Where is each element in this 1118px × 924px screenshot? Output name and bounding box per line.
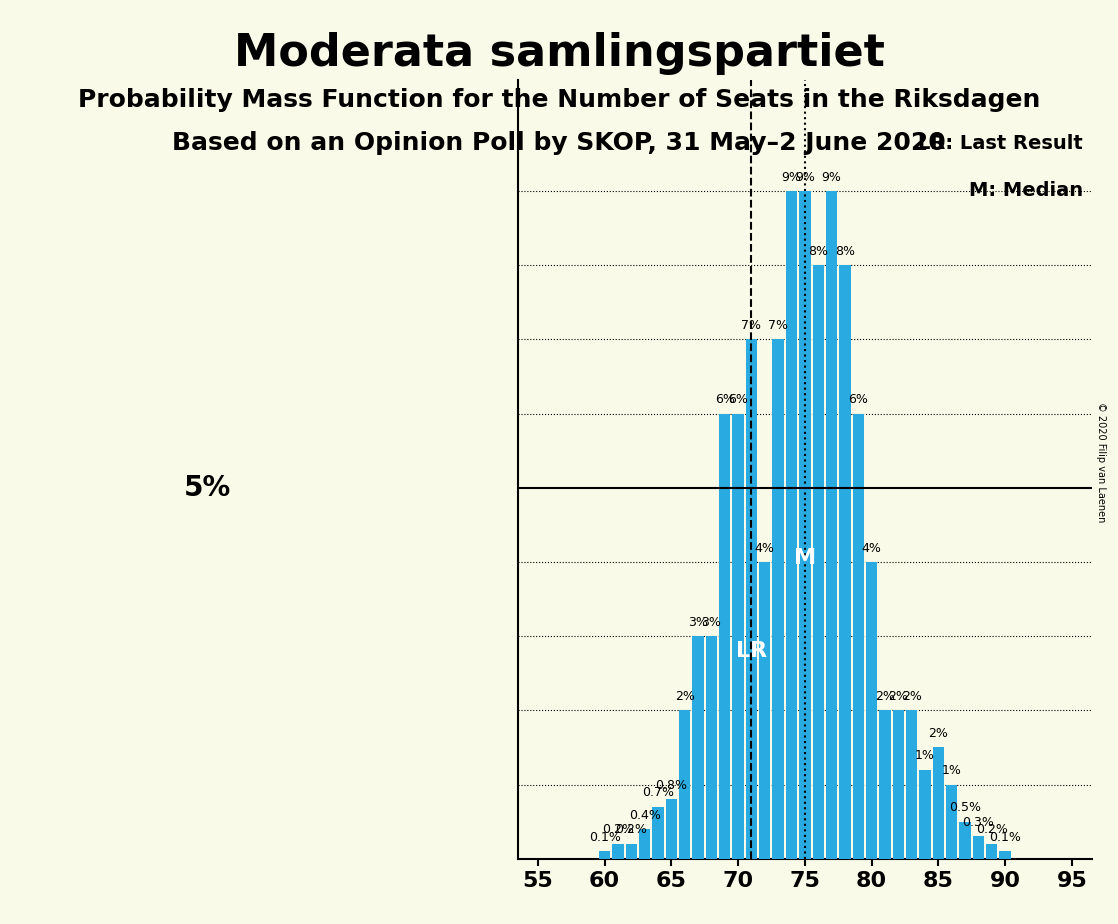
- Text: 6%: 6%: [849, 393, 869, 407]
- Text: M: Median: M: Median: [969, 181, 1083, 200]
- Bar: [853, 414, 864, 858]
- Bar: [973, 836, 984, 858]
- Text: 9%: 9%: [822, 171, 842, 184]
- Text: 6%: 6%: [714, 393, 735, 407]
- Bar: [679, 711, 690, 858]
- Text: 0.1%: 0.1%: [989, 831, 1021, 844]
- Bar: [613, 844, 624, 858]
- Bar: [892, 711, 904, 858]
- Text: 0.2%: 0.2%: [615, 823, 647, 836]
- Text: Based on an Opinion Poll by SKOP, 31 May–2 June 2020: Based on an Opinion Poll by SKOP, 31 May…: [172, 131, 946, 155]
- Bar: [692, 636, 703, 858]
- Text: 4%: 4%: [755, 541, 775, 554]
- Text: 0.5%: 0.5%: [949, 801, 980, 814]
- Bar: [705, 636, 717, 858]
- Text: 6%: 6%: [728, 393, 748, 407]
- Text: 2%: 2%: [875, 690, 894, 703]
- Bar: [826, 191, 837, 858]
- Bar: [866, 562, 878, 858]
- Bar: [986, 844, 997, 858]
- Text: 5%: 5%: [183, 474, 230, 502]
- Bar: [759, 562, 770, 858]
- Bar: [786, 191, 797, 858]
- Bar: [599, 851, 610, 858]
- Text: 2%: 2%: [675, 690, 694, 703]
- Bar: [919, 770, 930, 858]
- Text: 0.4%: 0.4%: [628, 808, 661, 821]
- Text: 8%: 8%: [808, 245, 828, 258]
- Text: 3%: 3%: [688, 615, 708, 628]
- Text: Moderata samlingspartiet: Moderata samlingspartiet: [234, 32, 884, 76]
- Bar: [840, 265, 851, 858]
- Bar: [773, 339, 784, 858]
- Text: 0.2%: 0.2%: [976, 823, 1007, 836]
- Bar: [959, 821, 970, 858]
- Text: LR: Last Result: LR: Last Result: [919, 134, 1083, 153]
- Text: 2%: 2%: [928, 727, 948, 740]
- Text: LR: LR: [736, 641, 767, 661]
- Text: 0.7%: 0.7%: [642, 786, 674, 799]
- Bar: [799, 191, 811, 858]
- Bar: [746, 339, 757, 858]
- Text: 1%: 1%: [915, 749, 935, 762]
- Bar: [626, 844, 637, 858]
- Text: 8%: 8%: [835, 245, 855, 258]
- Bar: [813, 265, 824, 858]
- Text: 4%: 4%: [862, 541, 881, 554]
- Text: Probability Mass Function for the Number of Seats in the Riksdagen: Probability Mass Function for the Number…: [78, 88, 1040, 112]
- Bar: [906, 711, 917, 858]
- Text: 1%: 1%: [941, 764, 961, 777]
- Text: 7%: 7%: [741, 319, 761, 332]
- Bar: [665, 799, 678, 858]
- Bar: [639, 829, 651, 858]
- Text: 2%: 2%: [902, 690, 921, 703]
- Text: 2%: 2%: [889, 690, 908, 703]
- Text: 0.3%: 0.3%: [963, 816, 994, 829]
- Bar: [932, 748, 944, 858]
- Bar: [946, 784, 957, 858]
- Bar: [999, 851, 1011, 858]
- Bar: [652, 807, 664, 858]
- Text: 7%: 7%: [768, 319, 788, 332]
- Bar: [732, 414, 743, 858]
- Text: 9%: 9%: [781, 171, 802, 184]
- Text: 0.8%: 0.8%: [655, 779, 688, 792]
- Text: © 2020 Filip van Laenen: © 2020 Filip van Laenen: [1097, 402, 1106, 522]
- Text: 3%: 3%: [701, 615, 721, 628]
- Text: M: M: [794, 548, 816, 568]
- Text: 0.2%: 0.2%: [601, 823, 634, 836]
- Text: 9%: 9%: [795, 171, 815, 184]
- Bar: [879, 711, 891, 858]
- Bar: [719, 414, 730, 858]
- Text: 0.1%: 0.1%: [589, 831, 620, 844]
